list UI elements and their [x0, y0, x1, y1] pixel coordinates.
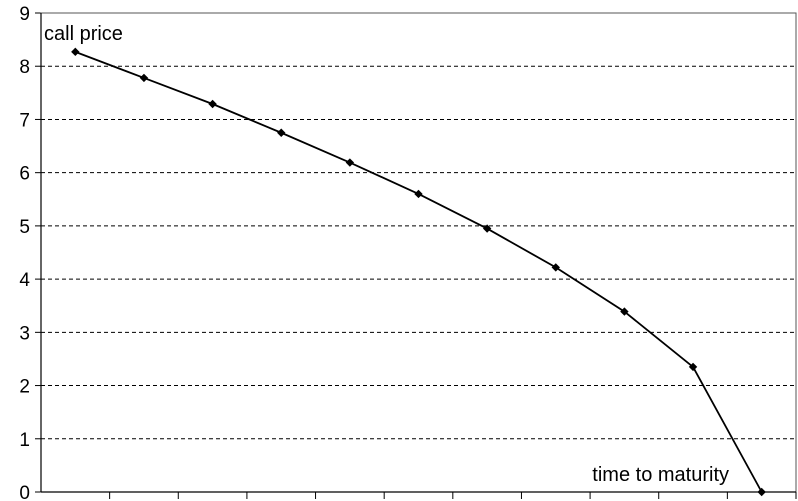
y-tick-label-2: 2: [19, 377, 30, 398]
y-axis-label: call price: [44, 23, 123, 45]
y-tick-label-9: 9: [19, 4, 30, 25]
y-tick-label-6: 6: [19, 164, 30, 185]
series-layer: [71, 47, 766, 497]
data-point-7: [482, 224, 492, 233]
y-tick-label-1: 1: [19, 430, 30, 451]
data-point-6: [414, 189, 423, 199]
y-tick-label-7: 7: [19, 110, 30, 131]
y-tick-label-5: 5: [19, 217, 30, 238]
plot-frame: [40, 12, 797, 493]
series-line-0: [74, 51, 763, 493]
y-tick-label-8: 8: [19, 57, 30, 78]
x-axis-label: time to maturity: [592, 464, 729, 486]
label-layer: call price time to maturity: [44, 23, 729, 486]
data-point-1: [71, 47, 80, 57]
data-point-2: [139, 73, 149, 83]
data-point-3: [208, 99, 217, 109]
data-point-9: [620, 307, 629, 316]
data-point-4: [277, 128, 286, 137]
data-point-8: [551, 263, 560, 272]
grid-layer: [41, 65, 796, 440]
y-tick-label-0: 0: [19, 483, 30, 501]
axis-layer: 0 1 2 3 4 5 6 7 8 9: [19, 4, 797, 501]
data-point-10: [688, 362, 698, 372]
y-tick-label-4: 4: [19, 270, 30, 291]
data-point-11: [757, 487, 766, 497]
data-point-5: [345, 158, 355, 167]
y-tick-label-3: 3: [19, 323, 30, 344]
